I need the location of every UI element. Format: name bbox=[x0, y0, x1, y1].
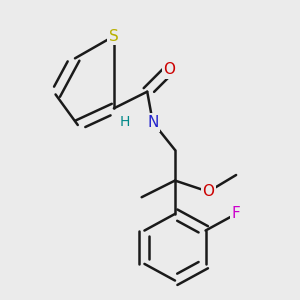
Text: O: O bbox=[202, 184, 214, 199]
Text: H: H bbox=[120, 115, 130, 129]
Text: N: N bbox=[147, 115, 158, 130]
Text: F: F bbox=[232, 206, 241, 221]
Text: S: S bbox=[109, 28, 119, 44]
Text: O: O bbox=[164, 62, 175, 77]
